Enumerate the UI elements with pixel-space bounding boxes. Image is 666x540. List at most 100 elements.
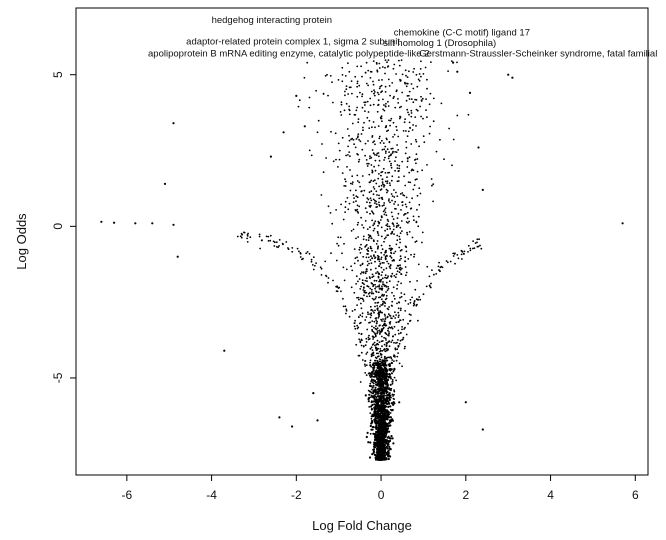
data-point	[410, 109, 413, 112]
data-point	[371, 171, 374, 174]
data-point	[354, 114, 357, 116]
data-point	[373, 364, 376, 367]
data-point	[311, 264, 314, 266]
data-point	[396, 217, 399, 220]
data-point	[463, 250, 466, 253]
data-point	[395, 156, 397, 159]
data-point	[369, 441, 372, 444]
data-point	[361, 312, 364, 315]
data-point	[373, 227, 376, 230]
data-point	[401, 328, 403, 331]
data-point	[478, 238, 480, 241]
data-point	[384, 180, 387, 183]
data-point	[377, 352, 379, 355]
data-point	[151, 222, 154, 225]
data-point	[386, 342, 388, 345]
data-point	[385, 281, 388, 284]
data-point	[439, 270, 441, 273]
data-point	[386, 411, 389, 415]
data-point	[392, 315, 395, 318]
data-point	[388, 182, 391, 185]
data-point	[392, 218, 395, 221]
data-point	[389, 154, 392, 157]
data-point	[389, 424, 392, 427]
data-point	[376, 360, 379, 362]
data-point	[369, 157, 371, 160]
data-point	[350, 230, 353, 232]
data-point	[511, 76, 514, 79]
data-point	[342, 218, 345, 221]
data-point	[368, 236, 370, 239]
data-point	[376, 240, 379, 242]
data-point	[344, 178, 346, 181]
data-point	[393, 390, 396, 393]
data-point	[384, 66, 386, 69]
data-point	[272, 240, 275, 243]
data-point	[402, 318, 405, 321]
data-point	[377, 224, 379, 227]
data-point	[401, 73, 404, 76]
data-point	[388, 119, 390, 122]
data-point	[378, 314, 380, 317]
data-point	[386, 369, 389, 372]
data-point	[369, 226, 371, 229]
data-point	[389, 405, 392, 408]
data-point	[399, 193, 402, 195]
data-point	[438, 261, 440, 264]
data-point	[381, 448, 384, 451]
data-point	[401, 192, 404, 194]
data-point	[380, 188, 383, 191]
data-point	[373, 332, 376, 334]
data-point	[373, 255, 375, 257]
data-point	[366, 351, 369, 354]
data-point	[370, 428, 373, 431]
data-point	[394, 250, 397, 253]
data-point	[172, 223, 175, 226]
data-point	[374, 309, 376, 312]
data-point	[367, 239, 370, 242]
data-point	[372, 448, 376, 451]
x-tick-label: -2	[291, 488, 302, 502]
data-point	[402, 130, 405, 132]
data-point	[467, 113, 470, 116]
data-point	[419, 68, 422, 70]
data-point	[357, 259, 359, 262]
data-point	[387, 375, 390, 378]
data-point	[355, 343, 358, 346]
data-point	[368, 291, 371, 294]
data-point	[426, 87, 428, 90]
data-point	[379, 366, 382, 369]
data-point	[340, 203, 342, 206]
data-point	[363, 101, 366, 104]
data-point	[384, 405, 387, 408]
data-point	[325, 274, 327, 277]
data-point	[380, 421, 383, 424]
data-point	[385, 324, 388, 327]
data-point	[340, 101, 343, 104]
data-point	[375, 374, 378, 377]
data-point	[428, 132, 431, 135]
data-point	[377, 152, 380, 154]
data-point	[368, 119, 371, 122]
data-point	[383, 320, 386, 323]
data-point	[372, 285, 374, 288]
data-point	[397, 311, 400, 314]
data-point	[384, 315, 386, 317]
x-axis: -6 -4 -2 0 2 4 6	[122, 475, 639, 502]
data-point	[448, 127, 450, 130]
data-point	[381, 294, 383, 297]
data-point	[388, 198, 390, 201]
data-point	[353, 291, 356, 294]
data-point	[388, 363, 391, 366]
data-point	[400, 307, 402, 310]
data-point	[384, 376, 387, 379]
data-point	[341, 80, 344, 83]
data-point	[361, 75, 363, 78]
data-point	[358, 332, 360, 335]
data-point	[404, 266, 407, 268]
data-point	[364, 360, 367, 362]
data-point	[375, 325, 377, 327]
data-point	[389, 249, 392, 252]
data-point	[345, 309, 348, 312]
data-point	[410, 314, 412, 316]
